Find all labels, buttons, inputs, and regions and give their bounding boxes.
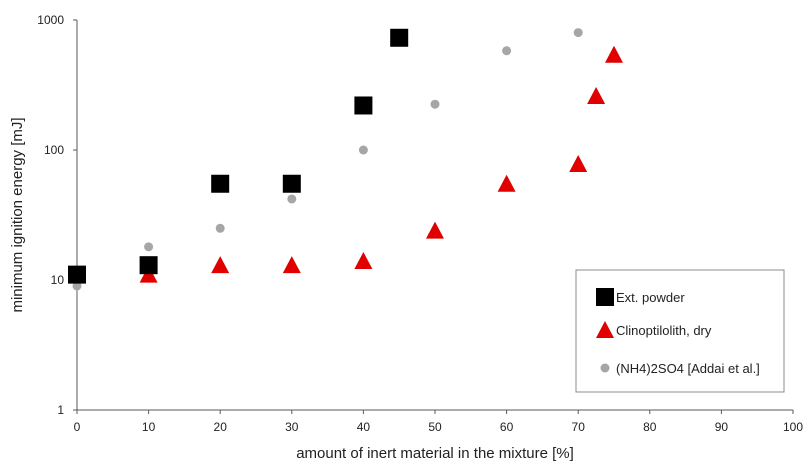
triangle-point	[569, 155, 588, 173]
x-tick-label: 80	[643, 420, 657, 434]
square-point	[211, 174, 230, 193]
legend-entry-label: Clinoptilolith, dry	[616, 323, 712, 338]
x-tick-label: 40	[357, 420, 371, 434]
x-tick-label: 50	[428, 420, 442, 434]
circle-point	[502, 46, 512, 56]
legend-entry-label: (NH4)2SO4 [Addai et al.]	[616, 361, 760, 376]
triangle-point	[426, 221, 444, 239]
triangle-point	[354, 252, 373, 270]
triangle-point	[282, 256, 301, 274]
square-point	[68, 265, 86, 284]
x-tick-label: 70	[572, 420, 586, 434]
circle-point	[358, 145, 368, 155]
x-tick-label: 0	[74, 420, 81, 434]
legend-square-marker	[596, 288, 614, 306]
triangle-point	[497, 174, 516, 192]
x-axis-label: amount of inert material in the mixture …	[296, 445, 574, 462]
legend-entry-label: Ext. powder	[616, 290, 685, 305]
y-tick-label: 10	[51, 273, 65, 287]
x-tick-label: 30	[285, 420, 299, 434]
y-axis-ticks: 1 10 100 1000	[37, 13, 77, 417]
x-tick-label: 100	[783, 420, 803, 434]
y-tick-label: 100	[44, 143, 64, 157]
series-circle-points	[72, 28, 583, 291]
series-triangle-points	[68, 45, 623, 283]
circle-point	[72, 281, 82, 291]
y-axis-label: minimum ignition energy [mJ]	[9, 117, 26, 312]
y-tick-label: 1	[57, 403, 64, 417]
square-point	[282, 174, 301, 193]
circle-point	[144, 242, 154, 252]
legend-triangle-marker	[596, 321, 614, 338]
x-axis-ticks: 0 10 20 30 40 50 60 70 80 90 100	[74, 410, 803, 434]
triangle-point	[605, 45, 623, 63]
y-tick-label: 1000	[37, 13, 64, 27]
x-tick-label: 10	[142, 420, 156, 434]
square-point	[139, 256, 158, 275]
legend: Ext. powder Clinoptilolith, dry (NH4)2SO4 …	[575, 269, 785, 393]
triangle-point	[587, 87, 606, 105]
x-tick-label: 20	[214, 420, 228, 434]
circle-point	[573, 28, 583, 38]
square-point	[354, 96, 373, 115]
triangle-point	[211, 256, 230, 274]
circle-point	[430, 99, 440, 109]
legend-circle-marker	[600, 363, 610, 373]
circle-point	[287, 194, 297, 204]
data-points	[68, 28, 623, 291]
series-square-points	[68, 28, 409, 284]
circle-point	[215, 223, 225, 233]
square-point	[390, 28, 409, 47]
x-tick-label: 60	[500, 420, 514, 434]
x-tick-label: 90	[715, 420, 729, 434]
